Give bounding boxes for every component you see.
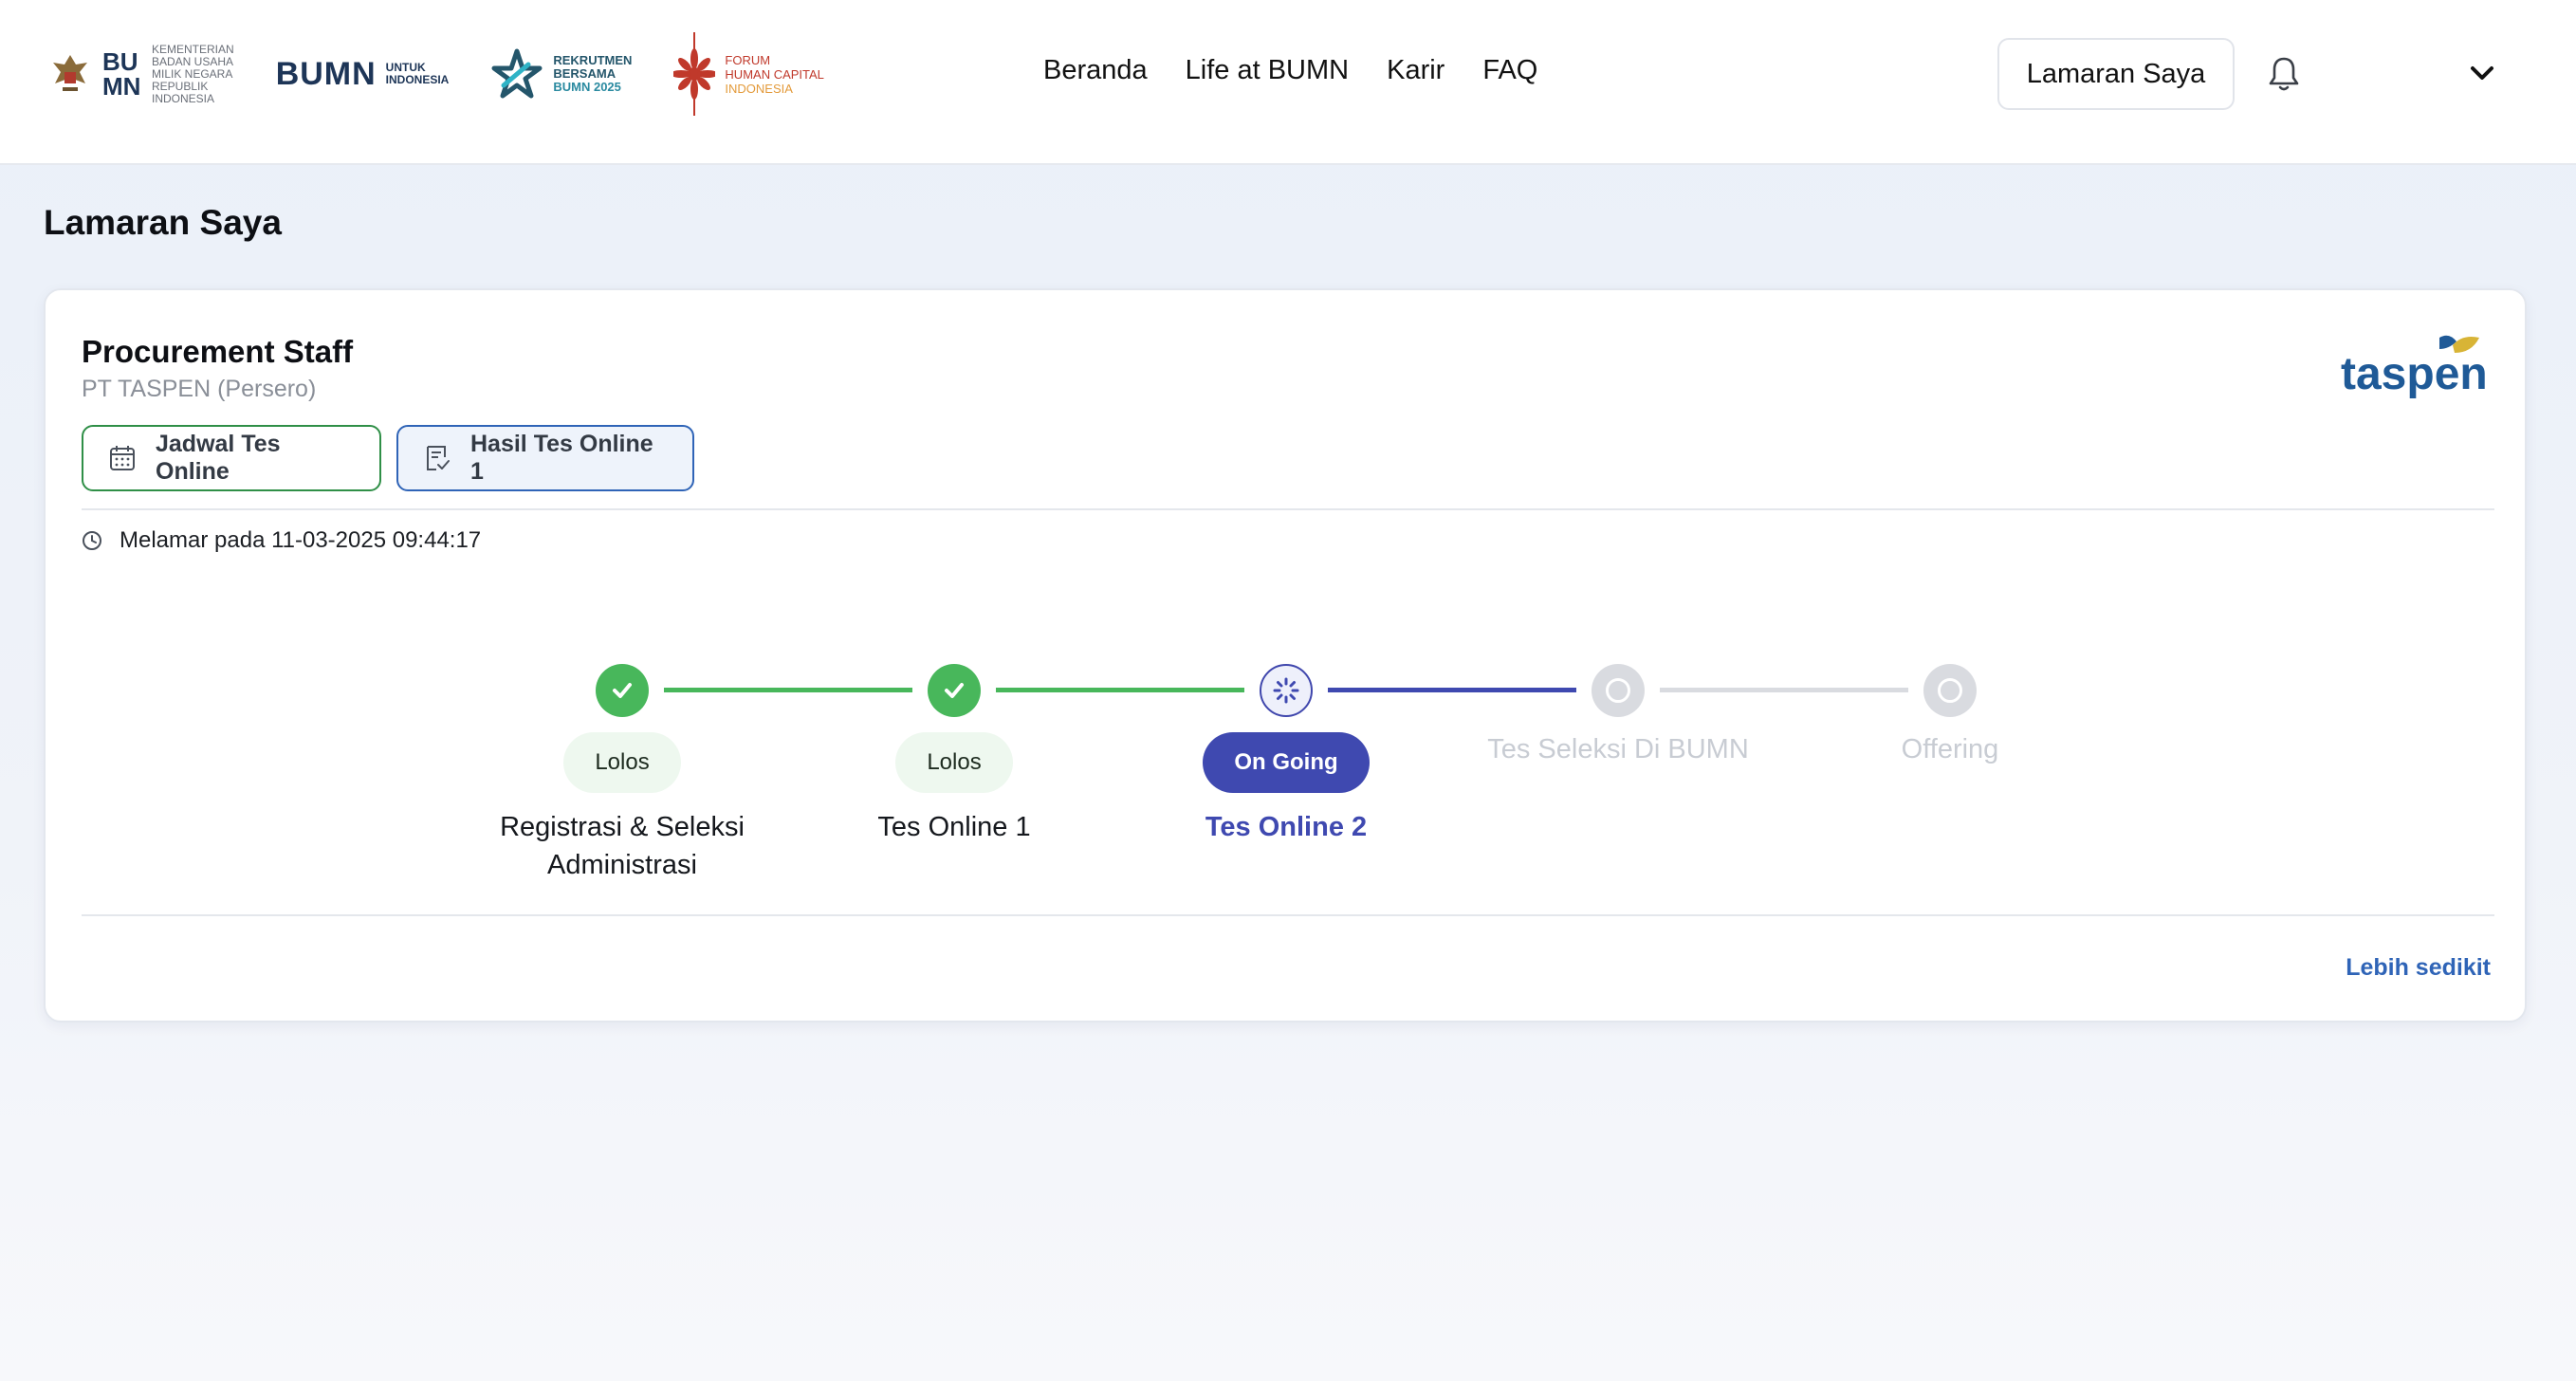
- bumn-ministry-logo[interactable]: BU MN KEMENTERIAN BADAN USAHA MILIK NEGA…: [49, 42, 234, 105]
- step-3-status-badge: On Going: [1203, 732, 1370, 793]
- bumn-wordmark: BUMN: [275, 55, 377, 92]
- nav-life-at-bumn[interactable]: Life at BUMN: [1185, 55, 1350, 85]
- svg-text:BU: BU: [102, 47, 138, 76]
- top-header: BU MN KEMENTERIAN BADAN USAHA MILIK NEGA…: [0, 0, 2576, 165]
- step-connector-1: [664, 688, 912, 692]
- job-title: Procurement Staff: [82, 334, 354, 369]
- lamaran-saya-button[interactable]: Lamaran Saya: [1997, 38, 2235, 110]
- step-1-check-icon: [596, 664, 649, 717]
- forum-caption: FORUM HUMAN CAPITAL INDONESIA: [725, 52, 824, 96]
- bell-icon[interactable]: [2267, 55, 2301, 93]
- bumn-ministry-caption: KEMENTERIAN BADAN USAHA MILIK NEGARA REP…: [152, 42, 234, 105]
- chevron-down-icon[interactable]: [2466, 59, 2498, 87]
- step-2-check-icon: [928, 664, 981, 717]
- application-card: Procurement Staff PT TASPEN (Persero) ta…: [44, 288, 2527, 1022]
- partner-logos: BU MN KEMENTERIAN BADAN USAHA MILIK NEGA…: [49, 28, 824, 120]
- applied-text: Melamar pada 11-03-2025 09:44:17: [120, 527, 482, 553]
- svg-text:taspen: taspen: [2341, 349, 2488, 399]
- document-check-icon: [427, 446, 450, 470]
- taspen-logo: taspen: [2341, 335, 2488, 399]
- hasil-label: Hasil Tes Online 1: [470, 431, 653, 485]
- clock-icon: [83, 531, 101, 550]
- bumn-monogram-icon: BU MN: [102, 47, 140, 101]
- card-divider-top: [82, 508, 2494, 510]
- page-title: Lamaran Saya: [44, 203, 282, 242]
- main-nav: Beranda Life at BUMN Karir FAQ: [1043, 55, 1537, 86]
- hasil-tes-online-button[interactable]: Hasil Tes Online 1: [396, 425, 694, 491]
- jadwal-label: Jadwal Tes Online: [156, 431, 281, 485]
- forum-human-capital-logo[interactable]: FORUM HUMAN CAPITAL INDONESIA: [673, 32, 824, 116]
- step-connector-4: [1660, 688, 1908, 692]
- collapse-link[interactable]: Lebih sedikit: [2346, 954, 2491, 981]
- svg-text:MN: MN: [102, 72, 140, 101]
- nav-karir[interactable]: Karir: [1387, 55, 1445, 85]
- card-divider-bottom: [82, 914, 2494, 916]
- nav-beranda[interactable]: Beranda: [1043, 55, 1148, 85]
- star-logo-icon: [491, 48, 543, 99]
- applied-timestamp: Melamar pada 11-03-2025 09:44:17: [82, 527, 481, 554]
- step-5-label: Offering: [1901, 734, 1999, 764]
- step-3-label: Tes Online 2: [1205, 812, 1368, 842]
- step-4-label: Tes Seleksi Di BUMN: [1487, 734, 1749, 764]
- flower-logo-icon: [673, 32, 716, 116]
- step-connector-2: [996, 688, 1244, 692]
- rekrutmen-caption: REKRUTMEN BERSAMA BUMN 2025: [553, 53, 633, 94]
- step-2-label: Tes Online 1: [877, 812, 1031, 842]
- step-3-loading-icon: [1260, 664, 1313, 717]
- step-connector-3: [1328, 688, 1576, 692]
- bumn-untuk-indonesia-logo[interactable]: BUMN UNTUK INDONESIA: [276, 56, 450, 93]
- step-1-status-badge: Lolos: [563, 732, 681, 793]
- bumn-sub-caption: UNTUK INDONESIA: [385, 61, 450, 86]
- rekrutmen-bersama-logo[interactable]: REKRUTMEN BERSAMA BUMN 2025: [490, 47, 632, 101]
- step-1-label: Registrasi & Seleksi Administrasi: [500, 812, 745, 880]
- calendar-icon: [110, 446, 135, 470]
- garuda-emblem-icon: [53, 55, 87, 91]
- nav-faq[interactable]: FAQ: [1482, 55, 1538, 85]
- step-2-status-badge: Lolos: [895, 732, 1013, 793]
- jadwal-tes-online-button[interactable]: Jadwal Tes Online: [82, 425, 381, 491]
- step-5-pending-icon: [1923, 664, 1977, 717]
- company-name: PT TASPEN (Persero): [82, 376, 317, 402]
- step-4-pending-icon: [1592, 664, 1645, 717]
